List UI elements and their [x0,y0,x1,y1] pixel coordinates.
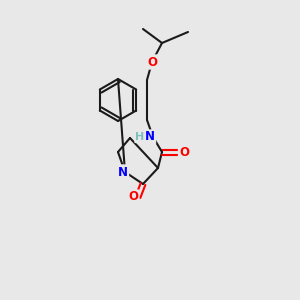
Text: O: O [128,190,138,203]
Text: O: O [147,56,157,68]
Text: H: H [135,132,145,142]
Text: N: N [118,166,128,178]
Text: O: O [179,146,189,158]
Text: N: N [145,130,155,143]
